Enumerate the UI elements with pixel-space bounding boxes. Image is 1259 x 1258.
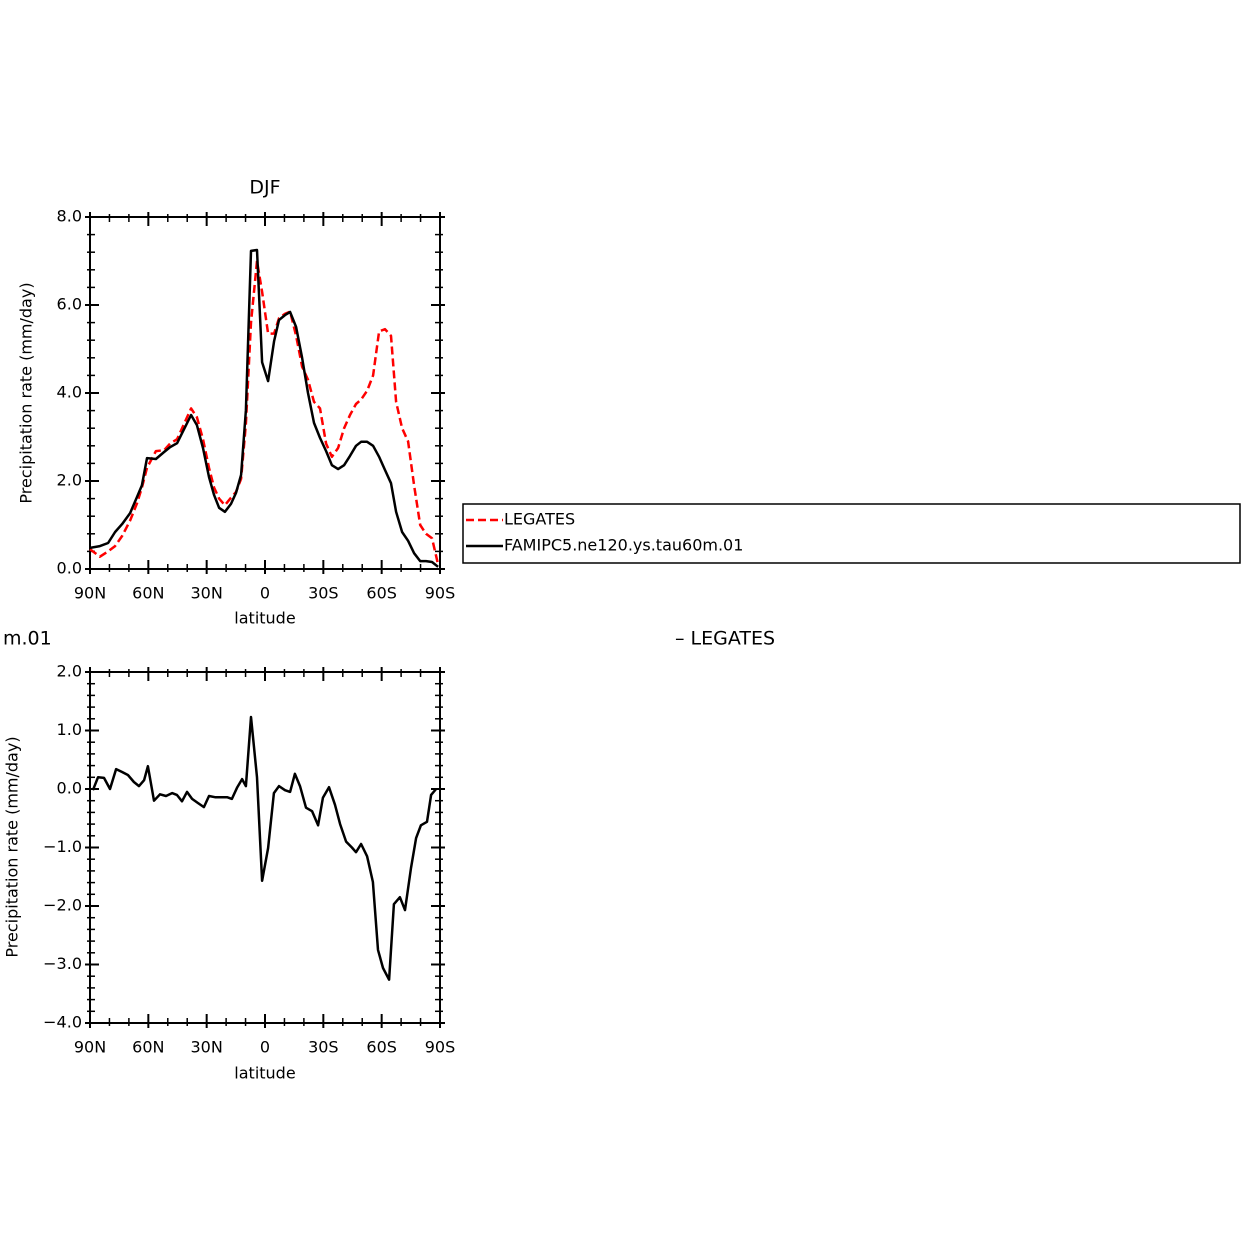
chart-title: – LEGATES bbox=[675, 628, 775, 650]
y-tick-label: 1.0 bbox=[57, 720, 82, 739]
y-tick-label: 0.0 bbox=[57, 779, 82, 798]
y-tick-label: 2.0 bbox=[57, 662, 82, 681]
legend-label: FAMIPC5.ne120.ys.tau60m.01 bbox=[504, 536, 743, 555]
x-axis-label: latitude bbox=[234, 609, 295, 628]
data-line bbox=[91, 715, 438, 981]
y-tick-label: −1.0 bbox=[43, 837, 82, 856]
y-tick-label: −4.0 bbox=[43, 1013, 82, 1032]
x-tick-label: 30S bbox=[308, 1038, 339, 1057]
x-tick-label: 0 bbox=[260, 1038, 270, 1057]
y-tick-label: 0.0 bbox=[57, 559, 82, 578]
legend-box bbox=[462, 503, 1241, 564]
data-line bbox=[89, 248, 439, 568]
y-tick-label: 8.0 bbox=[57, 207, 82, 226]
x-tick-label: 0 bbox=[260, 584, 270, 603]
x-tick-label: 90S bbox=[425, 584, 456, 603]
x-tick-label: 90S bbox=[425, 1038, 456, 1057]
x-tick-label: 90N bbox=[74, 1038, 106, 1057]
y-tick-label: −3.0 bbox=[43, 954, 82, 973]
y-tick-label: 6.0 bbox=[57, 295, 82, 314]
y-tick-label: 2.0 bbox=[57, 471, 82, 490]
x-tick-label: 60S bbox=[366, 584, 397, 603]
x-tick-label: 30S bbox=[308, 584, 339, 603]
data-line bbox=[89, 259, 440, 565]
y-axis-label: Precipitation rate (mm/day) bbox=[3, 736, 22, 957]
y-tick-label: −2.0 bbox=[43, 896, 82, 915]
plot-frame bbox=[89, 216, 441, 570]
y-axis-label: Precipitation rate (mm/day) bbox=[17, 282, 36, 503]
x-tick-label: 60N bbox=[132, 1038, 164, 1057]
x-tick-label: 30N bbox=[191, 584, 223, 603]
plot-frame bbox=[89, 671, 441, 1024]
x-tick-label: 60N bbox=[132, 584, 164, 603]
x-axis-label: latitude bbox=[234, 1064, 295, 1083]
chart-title: DJF bbox=[249, 177, 280, 199]
chart-title: m.01 bbox=[3, 628, 52, 650]
legend-label: LEGATES bbox=[504, 510, 575, 529]
y-tick-label: 4.0 bbox=[57, 383, 82, 402]
x-tick-label: 90N bbox=[74, 584, 106, 603]
x-tick-label: 30N bbox=[191, 1038, 223, 1057]
x-tick-label: 60S bbox=[366, 1038, 397, 1057]
